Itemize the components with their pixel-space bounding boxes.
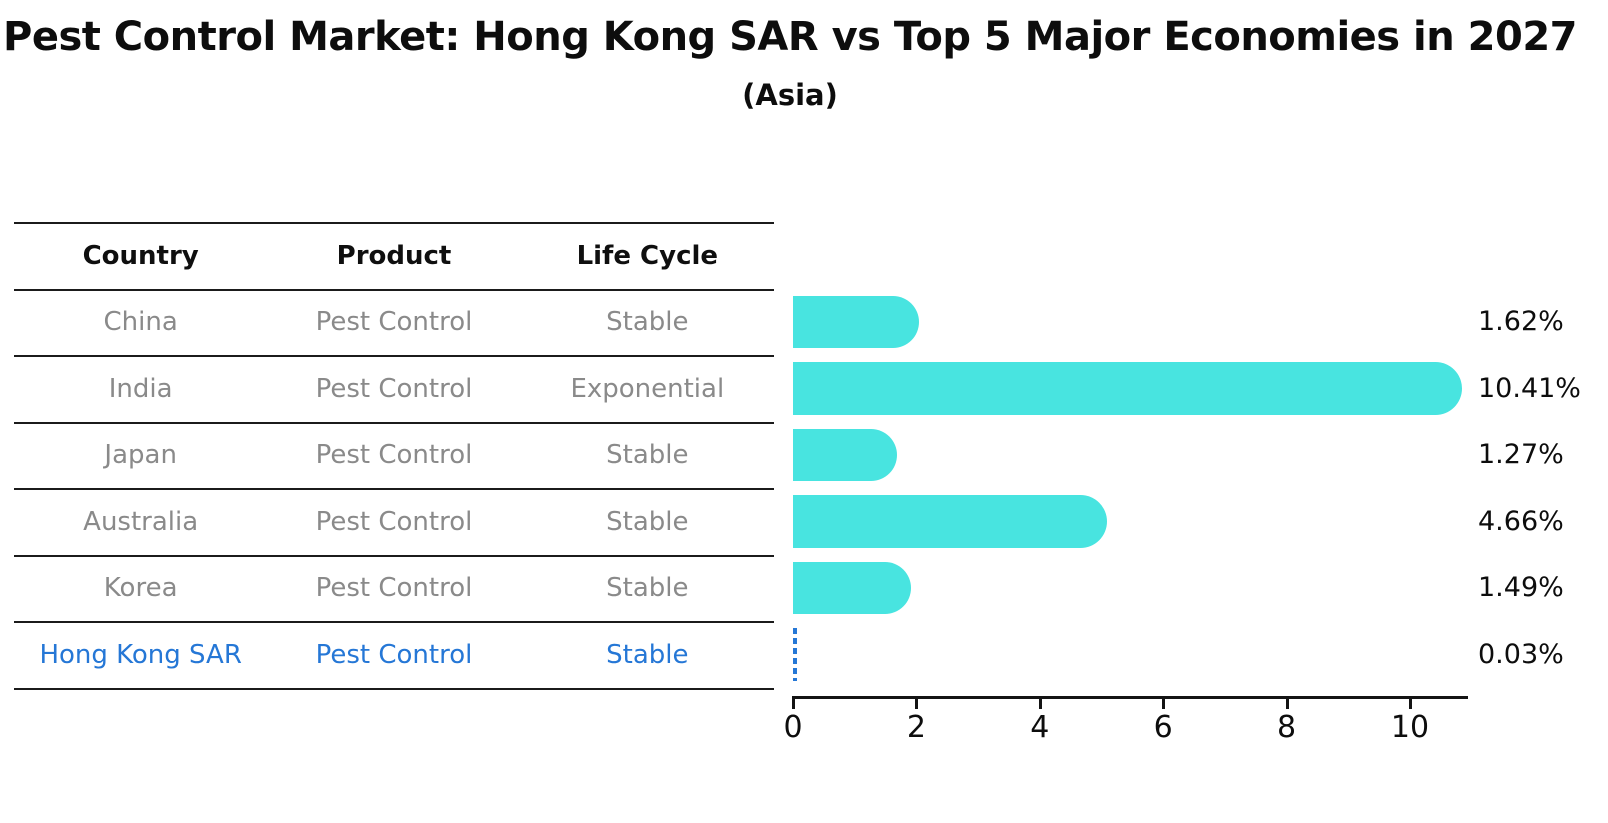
table-cell-product: Pest Control (315, 373, 473, 404)
table-row-india: India Pest Control Exponential (14, 355, 774, 422)
bar-value-label: 4.66% (1478, 505, 1564, 537)
table-cell-country: Japan (104, 440, 177, 470)
table-divider (14, 355, 774, 357)
table-divider (14, 688, 774, 690)
x-axis-tick-label: 6 (1153, 710, 1173, 745)
column-header-life-cycle: Life Cycle (576, 240, 719, 271)
chart-subtitle: (Asia) (742, 78, 838, 112)
table-divider (14, 621, 774, 623)
table-cell-product: Pest Control (315, 506, 473, 537)
table-row-australia: Australia Pest Control Stable (14, 488, 774, 555)
table-divider (14, 488, 774, 490)
chart-title: Pest Control Market: Hong Kong SAR vs To… (3, 14, 1577, 60)
x-axis-tick (1038, 699, 1042, 709)
table-row-china: China Pest Control Stable (14, 289, 774, 355)
bar-value-label: 1.62% (1478, 306, 1564, 337)
table-row-japan: Japan Pest Control Stable (14, 422, 774, 488)
table-cell-life-cycle: Stable (606, 307, 689, 337)
x-axis-tick-label: 10 (1390, 710, 1430, 745)
x-axis-line (792, 696, 1468, 699)
bar-india (793, 362, 1462, 415)
table-cell-product: Pest Control (315, 639, 473, 670)
x-axis-tick-label: 8 (1277, 710, 1297, 745)
x-axis-tick-label: 4 (1030, 710, 1050, 745)
bar-value-label: 1.27% (1478, 439, 1564, 470)
table-divider (14, 222, 774, 224)
bar-china (793, 296, 919, 348)
x-axis-tick (1285, 699, 1289, 709)
table-cell-country: Hong Kong SAR (39, 639, 242, 670)
x-axis-tick (1162, 699, 1166, 709)
table-cell-life-cycle: Exponential (570, 373, 725, 404)
bar-value-label: 0.03% (1478, 638, 1564, 670)
table-cell-country: India (108, 373, 173, 404)
table-cell-life-cycle: Stable (606, 639, 689, 670)
table-divider (14, 422, 774, 424)
table-cell-life-cycle: Stable (606, 440, 689, 470)
column-header-country: Country (82, 240, 199, 271)
table-cell-country: China (103, 307, 178, 337)
table-row-hong-kong-sar: Hong Kong SAR Pest Control Stable (14, 621, 774, 688)
bar-japan (793, 429, 898, 481)
x-axis-tick-label: 0 (783, 710, 803, 745)
bar-hong-kong-sar (793, 628, 797, 681)
table-header-row: Country Product Life Cycle (14, 222, 774, 289)
x-axis-tick (915, 699, 919, 709)
table-cell-life-cycle: Stable (606, 573, 689, 603)
table-cell-product: Pest Control (315, 307, 473, 337)
bar-value-label: 10.41% (1478, 372, 1581, 404)
table-cell-country: Australia (83, 506, 199, 537)
table-cell-life-cycle: Stable (606, 506, 689, 537)
x-axis-tick (1409, 699, 1412, 709)
table-row-korea: Korea Pest Control Stable (14, 555, 774, 621)
table-divider (14, 289, 774, 291)
bar-value-label: 1.49% (1478, 572, 1564, 603)
table-cell-product: Pest Control (315, 573, 473, 603)
bar-korea (793, 562, 911, 614)
x-axis-tick (792, 699, 795, 709)
column-header-product: Product (336, 240, 452, 271)
table-cell-product: Pest Control (315, 440, 473, 470)
table-divider (14, 555, 774, 557)
bar-australia (793, 495, 1108, 548)
table-cell-country: Korea (103, 573, 178, 603)
x-axis-tick-label: 2 (906, 710, 926, 745)
